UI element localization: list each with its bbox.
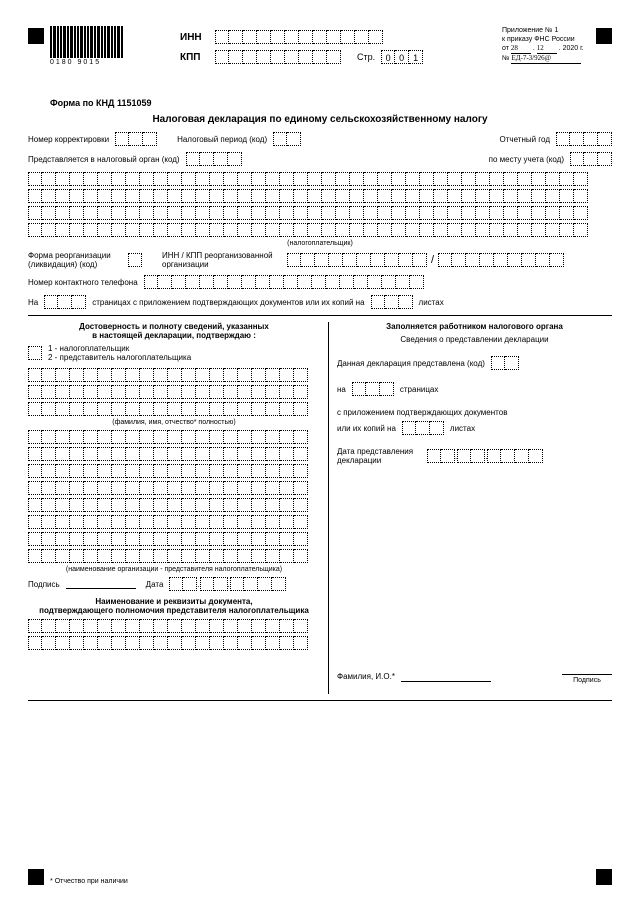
doc-title1: Наименование и реквизиты документа, [28,597,320,606]
doc-2[interactable] [28,636,320,650]
pages-text: страницах с приложением подтверждающих д… [92,298,364,307]
fio-line[interactable] [401,672,491,682]
org-4[interactable] [28,481,320,495]
on-label: на [337,385,346,394]
date-pres1: Дата представления [337,447,421,456]
presented-cell[interactable] [491,356,519,370]
pres-m[interactable] [457,449,485,463]
inn-cells[interactable] [215,30,383,44]
doc-title: Налоговая декларация по единому сельскох… [0,114,640,125]
date-label: Дата [146,580,164,589]
corr-label: Номер корректировки [28,135,109,144]
opt1: 1 - налогоплательщик [48,344,191,353]
barcode: 0180 9015 [50,26,123,66]
on-pages-cells[interactable] [352,382,394,396]
sheets-label: листах [419,298,444,307]
official-section: Заполняется работником налогового органа… [328,322,612,694]
fio-hint: (фамилия, имя, отчество* полностью) [28,419,320,426]
reorg-org-label: организации [162,260,281,269]
org-1[interactable] [28,430,320,444]
corner-marker [28,869,44,885]
reorg-kpp-cells[interactable] [438,253,564,267]
right-title: Заполняется работником налогового органа [337,322,612,331]
period-cells[interactable] [273,132,301,146]
period-label: Налоговый период (код) [177,135,267,144]
reorg-label: Форма реорганизации [28,251,122,260]
sign-line[interactable] [66,579,136,589]
reorg-cell[interactable] [128,253,142,267]
reorg-inn-cells[interactable] [287,253,427,267]
divider-bottom [28,700,612,701]
pres-d[interactable] [427,449,455,463]
barcode-text: 0180 9015 [50,59,123,66]
corr-cells[interactable] [115,132,157,146]
presented-label: Данная декларация представлена (код) [337,359,485,368]
taxpayer-hint: (налогоплательщик) [28,240,612,247]
year-label: Отчетный год [500,135,550,144]
page-label: Стр. [357,52,375,62]
with-app-label: с приложением подтверждающих документов [337,408,606,417]
phone-cells[interactable] [144,275,424,289]
attach-count[interactable] [371,295,413,309]
page-cells: 001 [381,50,423,64]
right-sub: Сведения о представлении декларации [337,335,612,344]
place-cells[interactable] [570,152,612,166]
knd-code: Форма по КНД 1151059 [50,98,151,108]
year-cells[interactable] [556,132,612,146]
org-8[interactable] [28,549,320,563]
liquid-label: (ликвидация) (код) [28,260,122,269]
fio-3[interactable] [28,402,320,416]
confirm-section: Достоверность и полноту сведений, указан… [28,322,328,694]
date-d[interactable] [169,577,197,591]
slash: / [431,254,434,266]
org-3[interactable] [28,464,320,478]
name-row-3[interactable] [28,206,612,220]
conf-title1: Достоверность и полноту сведений, указан… [28,322,320,331]
kpp-cells[interactable] [215,50,341,64]
org-7[interactable] [28,532,320,546]
inn-label: ИНН [180,32,215,43]
doc-title2: подтверждающего полномочия представителя… [28,606,320,615]
name-row-1[interactable] [28,172,612,186]
appendix-box: Приложение № 1 к приказу ФНС России от 2… [502,26,612,64]
name-row-2[interactable] [28,189,612,203]
footnote: * Отчество при наличии [50,878,128,885]
doc-1[interactable] [28,619,320,633]
organ-cells[interactable] [186,152,242,166]
fio-io-label: Фамилия, И.О.* [337,672,395,681]
org-hint: (наименование организации - представител… [28,566,320,573]
date-pres2: декларации [337,456,421,465]
header-ids: ИНН КПП Стр. 001 [180,30,423,70]
pages-on: На [28,298,38,307]
on-pages2: страницах [400,385,438,394]
fio-2[interactable] [28,385,320,399]
sig-label-r: Подпись [562,677,612,684]
reorg-inn-label: ИНН / КПП реорганизованной [162,251,281,260]
conf-title2: в настоящей декларации, подтверждаю : [28,331,320,340]
sig-line-r[interactable] [562,665,612,675]
org-2[interactable] [28,447,320,461]
divider [28,315,612,316]
name-row-4[interactable] [28,223,612,237]
corner-marker [596,869,612,885]
org-6[interactable] [28,515,320,529]
corner-marker [28,28,44,44]
sheets2: листах [450,424,475,433]
place-label: по месту учета (код) [489,155,564,164]
copies-label: или их копий на [337,424,396,433]
sign-label: Подпись [28,580,60,589]
phone-label: Номер контактного телефона [28,278,138,287]
fio-1[interactable] [28,368,320,382]
date-m[interactable] [200,577,228,591]
date-y[interactable] [230,577,286,591]
pres-y[interactable] [487,449,543,463]
kpp-label: КПП [180,52,215,63]
organ-label: Представляется в налоговый орган (код) [28,155,180,164]
pages-count[interactable] [44,295,86,309]
copies-cells[interactable] [402,421,444,435]
opt2: 2 - представитель налогоплательщика [48,353,191,362]
who-cell[interactable] [28,346,42,360]
org-5[interactable] [28,498,320,512]
